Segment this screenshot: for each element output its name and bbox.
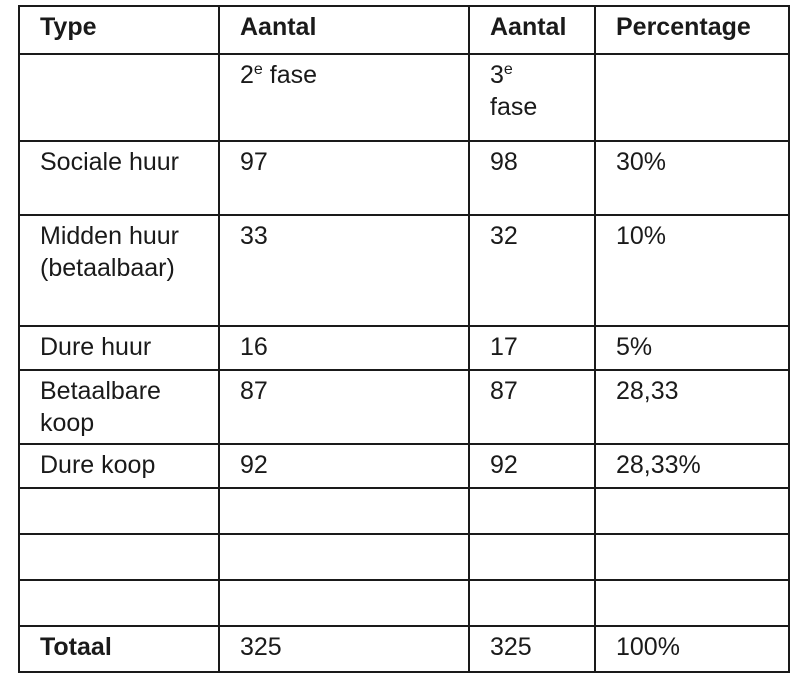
fase-2-word: fase (262, 61, 318, 89)
row-aantal-2: 33 (218, 214, 470, 327)
empty-cell (218, 533, 470, 581)
row-aantal-3: 32 (468, 214, 596, 327)
subheader-fase-2: 2e fase (218, 53, 470, 142)
empty-row (18, 579, 790, 627)
table-row: Dure koop 92 92 28,33% (18, 443, 790, 489)
row-percentage: 28,33 (594, 369, 790, 445)
row-aantal-3: 92 (468, 443, 596, 489)
table-row: Dure huur 16 17 5% (18, 325, 790, 371)
row-aantal-3: 17 (468, 325, 596, 371)
header-percentage: Percentage (594, 5, 790, 55)
empty-row (18, 533, 790, 581)
header-aantal-3: Aantal (468, 5, 596, 55)
row-type: Betaalbare koop (18, 369, 220, 445)
row-type: Sociale huur (18, 140, 220, 216)
header-aantal-2: Aantal (218, 5, 470, 55)
fase-2-ordinal: e (253, 61, 263, 78)
total-aantal-2: 325 (218, 625, 470, 673)
total-label: Totaal (18, 625, 220, 673)
housing-table: Type Aantal Aantal Percentage 2e fase 3e… (18, 5, 790, 673)
row-percentage: 30% (594, 140, 790, 216)
empty-cell (468, 487, 596, 535)
total-percentage: 100% (594, 625, 790, 673)
empty-cell (594, 533, 790, 581)
empty-cell (594, 487, 790, 535)
row-percentage: 10% (594, 214, 790, 327)
table-row: Betaalbare koop 87 87 28,33 (18, 369, 790, 445)
row-aantal-2: 97 (218, 140, 470, 216)
empty-cell (218, 579, 470, 627)
empty-row (18, 487, 790, 535)
subheader-percentage (594, 53, 790, 142)
header-type: Type (18, 5, 220, 55)
row-aantal-2: 87 (218, 369, 470, 445)
row-type: Dure huur (18, 325, 220, 371)
row-aantal-2: 16 (218, 325, 470, 371)
fase-2-number: 2 (240, 61, 254, 89)
empty-cell (18, 579, 220, 627)
row-type: Dure koop (18, 443, 220, 489)
empty-cell (468, 533, 596, 581)
row-percentage: 5% (594, 325, 790, 371)
empty-cell (18, 533, 220, 581)
fase-3-word: fase (490, 93, 538, 121)
row-aantal-3: 98 (468, 140, 596, 216)
row-aantal-2: 92 (218, 443, 470, 489)
empty-cell (218, 487, 470, 535)
row-percentage: 28,33% (594, 443, 790, 489)
empty-cell (468, 579, 596, 627)
empty-cell (18, 487, 220, 535)
fase-3-number: 3 (490, 61, 504, 89)
subheader-row: 2e fase 3e fase (18, 53, 790, 142)
empty-cell (594, 579, 790, 627)
row-type: Midden huur (betaalbaar) (18, 214, 220, 327)
subheader-fase-3: 3e fase (468, 53, 596, 142)
subheader-type (18, 53, 220, 142)
fase-3-ordinal: e (503, 61, 513, 78)
row-aantal-3: 87 (468, 369, 596, 445)
table-row: Sociale huur 97 98 30% (18, 140, 790, 216)
total-aantal-3: 325 (468, 625, 596, 673)
table-row: Midden huur (betaalbaar) 33 32 10% (18, 214, 790, 327)
header-row: Type Aantal Aantal Percentage (18, 5, 790, 55)
total-row: Totaal 325 325 100% (18, 625, 790, 673)
